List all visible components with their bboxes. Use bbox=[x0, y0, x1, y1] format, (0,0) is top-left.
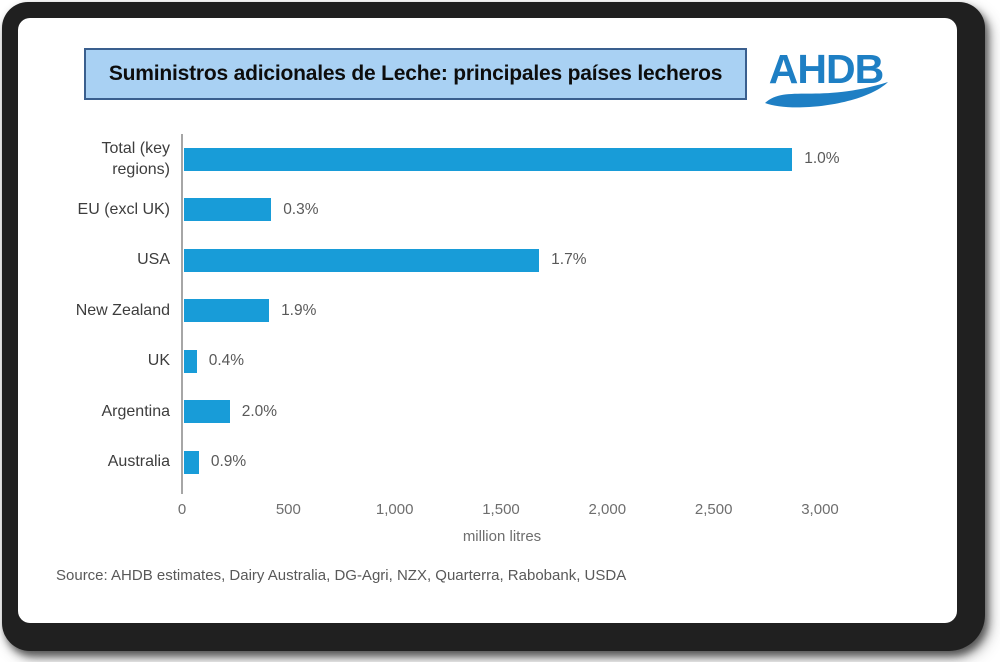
bar bbox=[184, 248, 540, 272]
y-axis-line bbox=[181, 134, 183, 494]
bar-chart: Total (key regions) 1.0% EU (excl UK) 0.3% U… bbox=[18, 18, 957, 623]
category-label: EU (excl UK) bbox=[77, 200, 170, 218]
bar-value-label: 0.9% bbox=[210, 453, 247, 470]
bar-value-label: 0.4% bbox=[208, 352, 245, 369]
bar bbox=[184, 198, 272, 221]
bar-value-label: 2.0% bbox=[241, 402, 278, 420]
image-frame: Total (key regions) 1.0% EU (excl UK) 0.3% U… bbox=[2, 2, 985, 651]
category-label: USA bbox=[137, 251, 170, 269]
bar bbox=[184, 400, 230, 423]
source-note: Source: AHDB estimates, Dairy Australia,… bbox=[56, 567, 627, 584]
x-tick-label: 0 bbox=[177, 501, 187, 518]
bar bbox=[184, 450, 199, 474]
chart-sheet: Total (key regions) 1.0% EU (excl UK) 0.3% U… bbox=[18, 18, 957, 623]
bar-value-label: 0.3% bbox=[283, 200, 319, 218]
bar bbox=[184, 349, 197, 373]
chart-title: Suministros adicionales de Leche: princi… bbox=[108, 62, 723, 85]
ahdb-logo-swoosh-icon bbox=[765, 82, 888, 108]
bar-value-label: 1.0% bbox=[804, 150, 840, 167]
bar bbox=[184, 299, 270, 322]
x-axis-label: million litres bbox=[462, 528, 542, 545]
x-tick-label: 3,000 bbox=[801, 501, 839, 518]
category-label: Australia bbox=[107, 453, 170, 471]
chart-title-box: Suministros adicionales de Leche: princi… bbox=[84, 48, 747, 100]
ahdb-logo: AHDB bbox=[765, 46, 888, 108]
category-label: UK bbox=[147, 352, 170, 370]
bar bbox=[184, 147, 793, 171]
category-label: Argentina bbox=[101, 402, 171, 420]
x-tick-label: 1,500 bbox=[482, 501, 520, 518]
x-tick-label: 2,000 bbox=[588, 501, 627, 518]
x-tick-label: 500 bbox=[275, 501, 301, 518]
x-tick-label: 2,500 bbox=[694, 501, 733, 518]
ahdb-logo-text: AHDB bbox=[769, 46, 883, 92]
category-label: Total (key regions) bbox=[101, 139, 170, 178]
bar-value-label: 1.7% bbox=[551, 251, 587, 268]
bar-value-label: 1.9% bbox=[281, 301, 317, 319]
category-label: New Zealand bbox=[75, 301, 170, 319]
x-tick-label: 1,000 bbox=[375, 501, 414, 518]
